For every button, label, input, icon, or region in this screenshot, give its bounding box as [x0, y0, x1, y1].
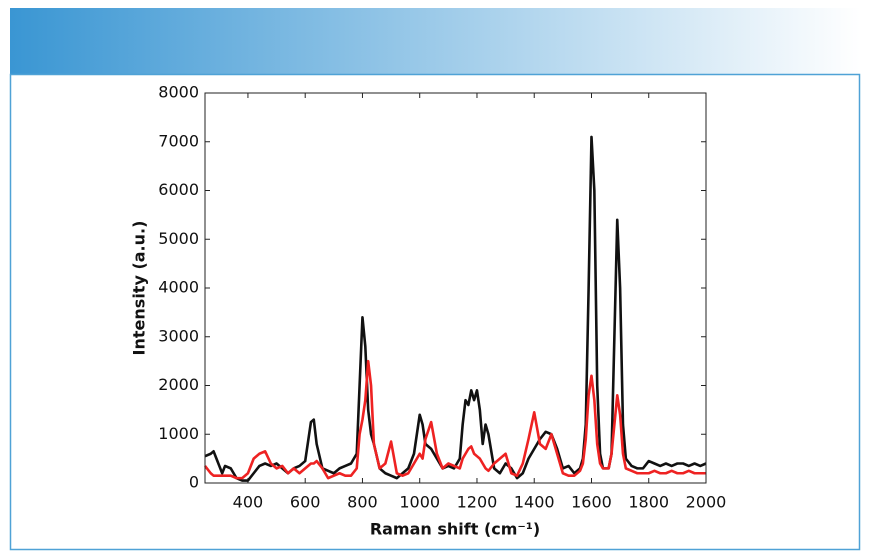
series-line — [204, 135, 707, 482]
x-tick-label: 600 — [290, 493, 321, 512]
y-tick-label: 8000 — [158, 83, 199, 102]
y-tick-label: 3000 — [158, 326, 199, 345]
x-tick-label: 1000 — [399, 493, 440, 512]
plot-frame — [204, 92, 707, 484]
frame — [9, 73, 861, 551]
y-tick-label: 4000 — [158, 278, 199, 297]
y-tick-label: 1000 — [158, 424, 199, 443]
x-tick-label: 800 — [347, 493, 378, 512]
x-axis-label: Raman shift (cm⁻¹) — [370, 520, 540, 539]
x-tick-label: 1400 — [514, 493, 555, 512]
x-tick-label: 400 — [233, 493, 264, 512]
y-tick-label: 7000 — [158, 131, 199, 150]
y-tick-label: 5000 — [158, 229, 199, 248]
y-tick-label: 0 — [189, 473, 199, 492]
y-tick-label: 2000 — [158, 375, 199, 394]
x-tick-label: 2000 — [686, 493, 727, 512]
x-tick-label: 1600 — [571, 493, 612, 512]
x-tick-label: 1800 — [628, 493, 669, 512]
y-axis-label: Intensity (a.u.) — [130, 221, 149, 356]
series-line — [203, 359, 706, 480]
x-tick-label: 1200 — [457, 493, 498, 512]
y-tick-label: 6000 — [158, 180, 199, 199]
header-band — [10, 8, 860, 74]
